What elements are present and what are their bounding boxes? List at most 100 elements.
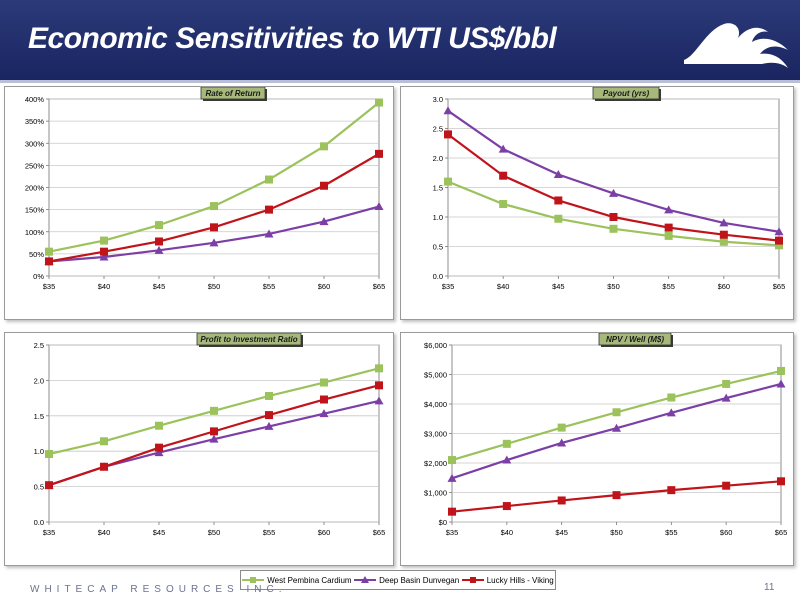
data-point-west-pembina-cardium	[777, 366, 785, 375]
data-point-west-pembina-cardium	[320, 378, 328, 387]
x-tick-label: $45	[153, 528, 166, 537]
data-point-west-pembina-cardium	[502, 439, 511, 448]
data-point-lucky-hills-viking	[100, 247, 108, 256]
x-tick-label: $55	[662, 282, 675, 291]
y-tick-label: 1.5	[34, 412, 44, 421]
data-point-deep-basin-dunvegan	[553, 170, 563, 179]
data-point-lucky-hills-viking	[265, 411, 273, 420]
x-tick-label: $40	[98, 282, 111, 291]
npv-per-well-chart: $0 $1,000 $2,000 $3,000 $4,000 $5,000 $6,000 $3…	[424, 333, 788, 537]
chart-title-badge	[592, 87, 660, 100]
data-point-lucky-hills-viking	[375, 149, 383, 158]
data-point-west-pembina-cardium	[722, 379, 731, 388]
x-tick-label: $40	[98, 528, 111, 537]
data-point-deep-basin-dunvegan	[612, 423, 621, 432]
data-point-west-pembina-cardium	[100, 236, 108, 245]
chart-title-badge	[196, 333, 302, 346]
data-point-west-pembina-cardium	[155, 421, 163, 430]
x-tick-label: $50	[610, 528, 623, 537]
x-tick-label: $65	[373, 282, 386, 291]
chart-legend: West Pembina Cardium Deep Basin Dunvegan…	[240, 570, 556, 590]
data-point-deep-basin-dunvegan	[447, 473, 457, 482]
y-tick-label: $5,000	[424, 371, 447, 380]
y-tick-label: 3.0	[433, 95, 443, 104]
legend-item-west-pembina: West Pembina Cardium	[242, 575, 352, 585]
y-tick-label: 1.0	[34, 447, 44, 456]
whitecap-logo	[684, 23, 788, 68]
x-tick-label: $40	[497, 282, 510, 291]
data-point-lucky-hills-viking	[502, 502, 511, 511]
data-point-west-pembina-cardium	[45, 247, 53, 256]
data-point-deep-basin-dunvegan	[666, 408, 676, 417]
x-tick-label: $55	[263, 528, 276, 537]
data-point-west-pembina-cardium	[375, 364, 383, 373]
chart-title: NPV / Well (M$)	[606, 335, 664, 344]
data-point-west-pembina-cardium	[557, 423, 566, 432]
data-point-lucky-hills-viking	[375, 381, 383, 390]
data-point-lucky-hills-viking	[609, 213, 618, 221]
data-point-deep-basin-dunvegan	[154, 448, 164, 457]
legend-swatch-green	[242, 577, 265, 583]
y-tick-label: 2.0	[34, 376, 44, 385]
x-tick-label: $55	[665, 528, 678, 537]
data-point-deep-basin-dunvegan	[498, 144, 508, 153]
data-point-west-pembina-cardium	[444, 177, 452, 186]
y-tick-label: $6,000	[424, 341, 447, 350]
data-point-deep-basin-dunvegan	[264, 229, 274, 238]
data-point-lucky-hills-viking	[719, 230, 728, 239]
data-point-deep-basin-dunvegan	[209, 238, 219, 247]
data-point-deep-basin-dunvegan	[557, 438, 567, 447]
data-point-deep-basin-dunvegan	[719, 218, 729, 227]
y-tick-label: 1.5	[433, 184, 443, 193]
chart-panel-npv-per-well: $0 $1,000 $2,000 $3,000 $4,000 $5,000 $6,000 $3…	[400, 332, 794, 566]
data-point-deep-basin-dunvegan	[209, 434, 219, 443]
y-tick-label: 2.5	[34, 341, 44, 350]
data-point-deep-basin-dunvegan	[374, 396, 384, 405]
header-divider	[0, 80, 800, 83]
data-point-west-pembina-cardium	[210, 202, 218, 211]
x-tick-label: $65	[775, 528, 788, 537]
y-tick-label: 350%	[25, 117, 45, 126]
chart-title: Profit to Investment Ratio	[200, 335, 297, 344]
data-point-lucky-hills-viking	[499, 171, 508, 180]
data-point-deep-basin-dunvegan	[319, 409, 329, 418]
x-tick-label: $60	[318, 282, 331, 291]
slide-header: Economic Sensitivities to WTI US$/bbl	[0, 0, 800, 80]
legend-label: West Pembina Cardium	[267, 575, 352, 585]
x-tick-label: $65	[373, 528, 386, 537]
y-tick-label: 300%	[25, 139, 45, 148]
data-point-lucky-hills-viking	[444, 130, 452, 139]
data-point-lucky-hills-viking	[775, 236, 783, 245]
data-point-deep-basin-dunvegan	[319, 217, 329, 226]
x-tick-label: $45	[153, 282, 166, 291]
chart-panel-payout: 0.0 0.5 1.0 1.5 2.0 2.5 3.0 $35 $40 $45 $50 $55 $60 $…	[400, 86, 794, 320]
y-tick-label: 0.5	[34, 483, 44, 492]
data-point-deep-basin-dunvegan	[502, 455, 512, 464]
data-point-lucky-hills-viking	[554, 196, 563, 205]
data-point-west-pembina-cardium	[448, 456, 456, 465]
data-point-lucky-hills-viking	[320, 395, 328, 404]
legend-label: Deep Basin Dunvegan	[379, 575, 460, 585]
data-point-deep-basin-dunvegan	[774, 227, 784, 236]
data-point-deep-basin-dunvegan	[443, 106, 453, 115]
x-tick-label: $40	[501, 528, 514, 537]
payout-chart: 0.0 0.5 1.0 1.5 2.0 2.5 3.0 $35 $40 $45 $50 $55 $60 $…	[433, 87, 785, 291]
data-point-lucky-hills-viking	[664, 223, 673, 232]
data-point-west-pembina-cardium	[554, 214, 563, 223]
data-point-deep-basin-dunvegan	[99, 252, 109, 261]
chart-title-badge	[200, 87, 266, 100]
data-point-west-pembina-cardium	[265, 175, 273, 184]
y-tick-label: 100%	[25, 228, 45, 237]
legend-item-deep-basin: Deep Basin Dunvegan	[354, 576, 459, 585]
data-point-west-pembina-cardium	[45, 450, 53, 459]
data-point-west-pembina-cardium	[155, 221, 163, 230]
legend-label: Lucky Hills - Viking	[486, 575, 554, 585]
data-point-deep-basin-dunvegan	[154, 245, 164, 254]
data-point-west-pembina-cardium	[320, 142, 328, 151]
x-tick-label: $45	[552, 282, 565, 291]
data-point-lucky-hills-viking	[612, 491, 621, 500]
data-point-west-pembina-cardium	[667, 393, 676, 402]
y-tick-label: 2.5	[433, 125, 443, 134]
data-point-west-pembina-cardium	[775, 241, 783, 250]
data-point-west-pembina-cardium	[499, 200, 508, 209]
